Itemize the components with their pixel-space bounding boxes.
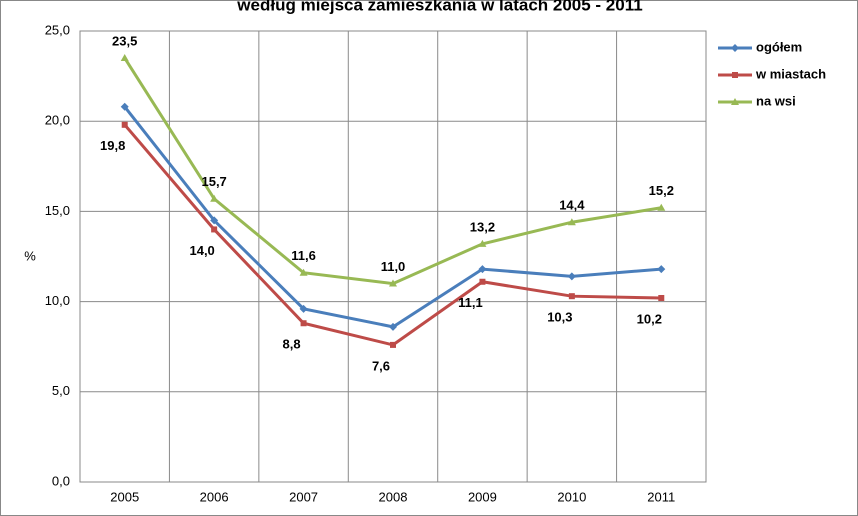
chart-title: według miejsca zamieszkania w latach 200… (236, 0, 642, 14)
marker (568, 293, 575, 300)
data-label: 7,6 (372, 358, 390, 373)
x-tick-label: 2010 (557, 489, 586, 504)
marker (478, 239, 487, 247)
x-tick-label: 2005 (110, 489, 139, 504)
data-label: 15,7 (201, 174, 226, 189)
data-label: 13,2 (470, 219, 495, 234)
data-label: 11,0 (381, 259, 406, 274)
marker (731, 44, 739, 52)
data-label: 14,4 (559, 198, 585, 213)
marker (732, 72, 738, 78)
x-tick-label: 2007 (289, 489, 318, 504)
marker (299, 268, 308, 276)
marker (731, 98, 739, 105)
x-tick-label: 2011 (647, 489, 675, 504)
marker (120, 102, 129, 111)
x-tick-label: 2006 (200, 489, 229, 504)
marker (567, 272, 576, 281)
marker (121, 121, 128, 128)
x-tick-label: 2009 (468, 489, 497, 504)
marker (657, 265, 666, 274)
y-tick-label: 10,0 (45, 293, 70, 308)
y-axis-label: % (24, 248, 36, 263)
y-tick-label: 15,0 (45, 203, 70, 218)
y-tick-label: 25,0 (45, 22, 70, 37)
data-label: 10,2 (637, 311, 662, 326)
marker (389, 279, 397, 287)
marker (210, 194, 219, 202)
data-label: 10,3 (547, 310, 572, 325)
legend-label: w miastach (755, 66, 826, 81)
marker (211, 226, 218, 233)
marker (389, 322, 397, 331)
data-label: 11,1 (458, 295, 483, 310)
marker (299, 304, 308, 313)
marker (658, 294, 665, 301)
marker (479, 278, 486, 285)
data-label: 11,6 (291, 248, 316, 263)
marker (120, 54, 129, 62)
data-label: 23,5 (112, 33, 137, 48)
y-tick-label: 0,0 (52, 473, 70, 488)
marker (657, 203, 666, 211)
data-label: 14,0 (189, 243, 214, 258)
plot-area (79, 30, 707, 483)
data-label: 8,8 (283, 337, 301, 352)
marker (390, 341, 396, 348)
marker (567, 218, 576, 226)
legend-label: ogółem (756, 39, 802, 54)
x-tick-label: 2008 (379, 489, 408, 504)
y-tick-label: 5,0 (52, 383, 70, 398)
marker (210, 216, 219, 225)
data-label: 19,8 (100, 138, 125, 153)
y-tick-label: 20,0 (45, 113, 70, 128)
marker (478, 265, 487, 274)
legend-label: na wsi (756, 93, 796, 108)
marker (300, 320, 307, 327)
data-label: 15,2 (649, 183, 674, 198)
